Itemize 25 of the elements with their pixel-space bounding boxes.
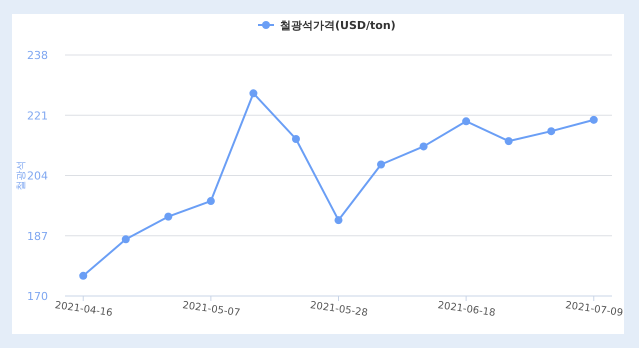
point	[590, 116, 598, 124]
point	[334, 216, 342, 224]
point	[292, 134, 300, 143]
point	[377, 160, 386, 169]
x-tick-label: 2021-04-16	[54, 300, 114, 320]
point	[79, 272, 88, 280]
point	[249, 89, 258, 98]
y-tick-label: 187	[27, 230, 48, 243]
x-tick-label: 2021-06-18	[436, 300, 496, 320]
y-tick-label: 170	[27, 290, 48, 303]
point	[504, 137, 513, 146]
point	[164, 212, 172, 221]
y-tick-label: 221	[27, 109, 48, 122]
legend-label: 철광석가격(USD/ton)	[280, 19, 396, 32]
y-tick-label: 238	[27, 49, 48, 62]
point	[547, 127, 556, 136]
y-axis-title: 철광석	[16, 160, 27, 190]
x-tick-label: 2021-05-28	[309, 300, 368, 320]
x-tick-label: 2021-05-07	[182, 300, 241, 320]
point	[420, 142, 428, 150]
point	[206, 197, 215, 206]
point	[462, 117, 470, 126]
x-tick-label: 2021-07-09	[564, 300, 624, 320]
point	[122, 235, 130, 244]
y-tick-label: 204	[27, 170, 48, 182]
